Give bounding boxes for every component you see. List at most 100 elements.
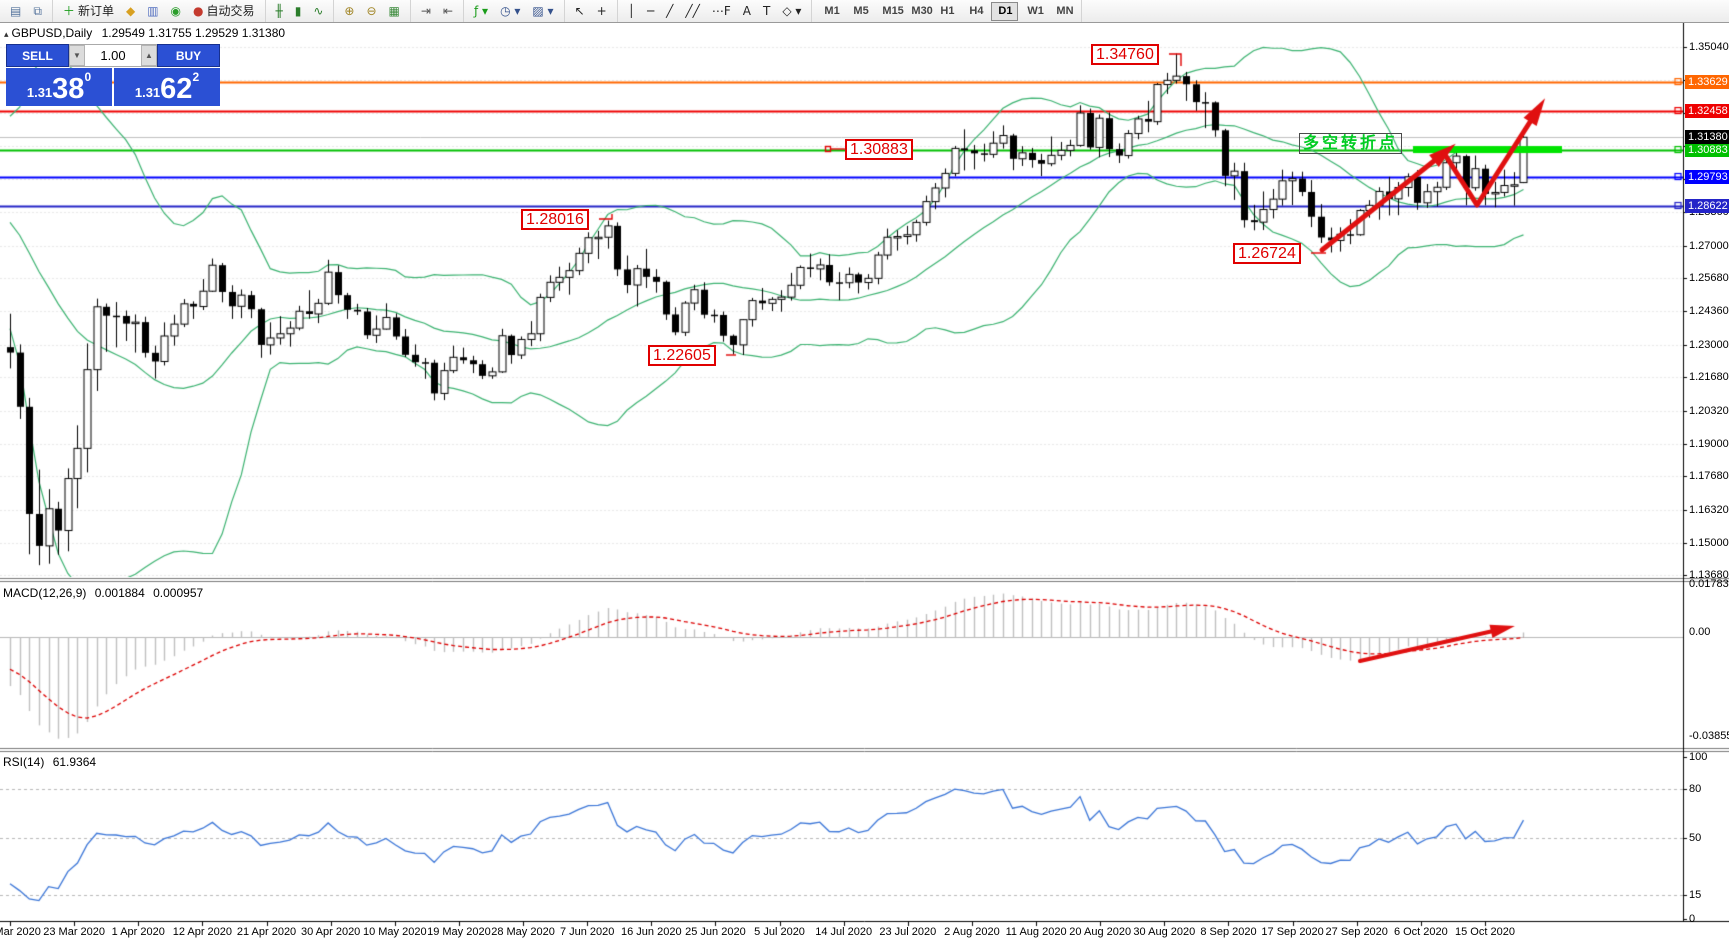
volume-increase-button[interactable]: ▲ [141,45,157,66]
price-annotation[interactable]: 1.26724 [1233,243,1301,264]
date-axis-label: 21 Apr 2020 [236,926,297,938]
date-axis-label: 11 Aug 2020 [1005,926,1067,938]
candlestick-chart-button[interactable]: ▮ [290,2,307,21]
price-annotation[interactable]: 1.30883 [845,139,913,160]
macd-title: MACD(12,26,9) [3,586,87,600]
timeframe-h1[interactable]: H1 [933,2,960,21]
rsi-axis-tick: 50 [1689,832,1702,844]
price-axis-tick: 1.16320 [1689,503,1729,516]
date-axis-label: 19 May 2020 [427,926,491,938]
sell-button[interactable]: SELL [6,44,69,67]
auto-scroll-button[interactable]: ⇥ [416,2,436,21]
current-price-badge: 1.31380 [1685,130,1729,145]
date-axis-label: 28 May 2020 [491,926,555,938]
line-chart-button[interactable]: ∿ [308,2,328,21]
chart-title: ▴ GBPUSD,Daily 1.29549 1.31755 1.29529 1.… [4,26,285,40]
text-label-button[interactable]: T [758,2,775,21]
zoom-out-icon: ⊖ [366,4,377,18]
toolbar-group: │ ─ ╱ ╱╱ ⋯F A T ◇ ▾ [618,0,813,22]
date-axis-label: 8 Sep 2020 [1200,926,1257,938]
equidistant-channel-button[interactable]: ╱╱ [680,2,704,21]
zoom-out-button[interactable]: ⊖ [361,2,381,21]
horizontal-line-button[interactable]: ─ [642,2,659,21]
date-axis-label: 12 Apr 2020 [172,926,233,938]
data-window-button[interactable]: ▥ [142,2,163,21]
volume-input[interactable] [85,45,141,66]
profiles-button[interactable]: ⧉ [28,2,47,21]
timeframe-m1[interactable]: M1 [817,2,844,21]
templates-button[interactable]: ▨ ▾ [527,2,558,21]
date-axis-label: 23 Jul 2020 [879,926,937,938]
symbol-marker-icon: ▴ [4,29,9,39]
buy-price-display[interactable]: 1.31 62 2 [114,68,220,106]
timeframe-w1[interactable]: W1 [1020,2,1047,21]
price-line-badge[interactable]: 1.29793 [1685,169,1729,184]
fibonacci-button[interactable]: ⋯F [707,2,736,21]
autotrading-icon: ● [193,4,204,18]
new-chart-button[interactable]: ▤ [5,2,26,21]
timeframe-m30[interactable]: M30 [904,2,932,21]
date-axis-label: 23 Mar 2020 [43,926,106,938]
date-axis-label: 16 Jun 2020 [621,926,682,938]
timeframe-d1[interactable]: D1 [991,1,1019,21]
line-chart-icon: ∿ [313,4,324,18]
market-watch-button[interactable]: ◆ [121,2,140,21]
date-axis-label: 16 Mar 2020 [0,926,41,938]
arrows-icon: ◇ ▾ [782,4,802,18]
bar-chart-button[interactable]: ╫ [271,2,288,21]
price-line-badge[interactable]: 1.28622 [1685,198,1729,213]
trendline-button[interactable]: ╱ [661,2,678,21]
timeframe-h4[interactable]: H4 [962,2,989,21]
periods-icon: ◷ ▾ [500,4,521,18]
turning-point-annotation[interactable]: 多空转折点 [1299,133,1403,154]
signals-button[interactable]: ◉ [166,2,186,21]
crosshair-button[interactable]: + [592,2,612,21]
timeframe-mn[interactable]: MN [1049,2,1076,21]
text-button[interactable]: A [738,2,756,21]
price-line-badge[interactable]: 1.30883 [1685,142,1729,157]
autotrading-label: 自动交易 [206,4,255,18]
date-axis-label: 27 Sep 2020 [1325,926,1388,938]
rsi-value: 61.9364 [52,755,97,769]
buy-price-big: 62 [160,73,193,105]
vertical-line-button[interactable]: │ [623,2,640,21]
timeframe-toolbar: M1 M5 M15 M30 H1 H4 D1 W1 MN [812,0,1083,22]
volume-decrease-button[interactable]: ▼ [69,45,85,66]
indicators-icon: ƒ ▾ [474,4,489,18]
chart-shift-button[interactable]: ⇤ [438,2,458,21]
sell-price-display[interactable]: 1.31 38 0 [6,68,112,106]
price-annotation[interactable]: 1.22605 [648,345,716,366]
new-order-button[interactable]: ＋新订单 [58,2,119,21]
timeframe-m15[interactable]: M15 [875,2,903,21]
toolbar: ▤ ⧉ ＋新订单 ◆ ▥ ◉ ● 自动交易 ╫ ▮ ∿ ⊕ ⊖ ▦ ⇥ ⇤ ƒ ▾ ◷ ▾ ▨ ▾ ↖ + │ ─ ╱ ╱╱ ⋯F… [0,0,1729,23]
date-axis-label: 2 Aug 2020 [944,926,1000,938]
price-axis-tick: 1.17680 [1689,470,1729,483]
date-axis-label: 30 Aug 2020 [1133,926,1196,938]
cursor-button[interactable]: ↖ [570,2,590,21]
price-line-badge[interactable]: 1.33629 [1685,74,1729,89]
rsi-indicator-label: RSI(14) 61.9364 [3,755,96,769]
chart-shift-icon: ⇤ [442,4,454,18]
toolbar-group: ＋新订单 ◆ ▥ ◉ ● 自动交易 [53,0,266,22]
tile-windows-icon: ▦ [388,4,400,18]
tile-windows-button[interactable]: ▦ [384,2,405,21]
toolbar-group: ⊕ ⊖ ▦ [334,0,411,22]
toolbar-button-groups: ▤ ⧉ ＋新订单 ◆ ▥ ◉ ● 自动交易 ╫ ▮ ∿ ⊕ ⊖ ▦ ⇥ ⇤ ƒ ▾ ◷ ▾ ▨ ▾ ↖ + │ ─ ╱ ╱╱ ⋯F… [0,0,813,22]
indicators-button[interactable]: ƒ ▾ [469,2,493,21]
buy-button[interactable]: BUY [157,44,220,67]
macd-axis-zero: 0.00 [1689,626,1711,638]
arrows-button[interactable]: ◇ ▾ [777,2,806,21]
periods-button[interactable]: ◷ ▾ [495,2,525,21]
toolbar-group: ⇥ ⇤ [411,0,465,22]
date-axis-label: 15 Oct 2020 [1455,926,1515,938]
price-line-badge[interactable]: 1.32458 [1685,103,1729,118]
timeframe-m5[interactable]: M5 [846,2,873,21]
volume-spinner: ▼ ▲ [69,44,157,67]
autotrading-button[interactable]: ● 自动交易 [188,2,260,21]
symbol-period-label: GBPUSD,Daily [11,26,93,40]
price-annotation[interactable]: 1.28016 [521,209,589,230]
zoom-in-button[interactable]: ⊕ [339,2,359,21]
price-annotation[interactable]: 1.34760 [1091,44,1159,65]
